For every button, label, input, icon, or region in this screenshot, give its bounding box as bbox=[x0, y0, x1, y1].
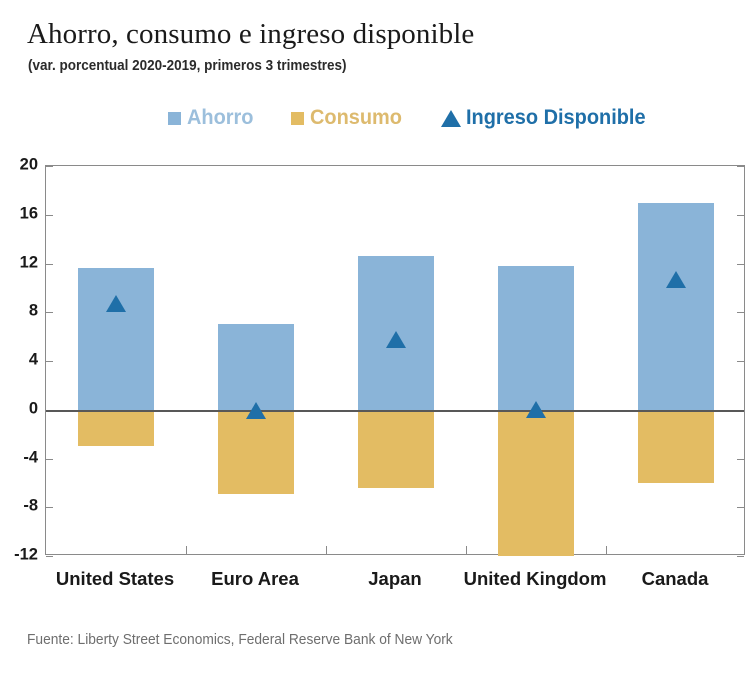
y-axis-tick-label: -12 bbox=[14, 545, 38, 564]
plot-inner bbox=[46, 166, 744, 557]
y-axis-tick bbox=[46, 556, 53, 557]
y-axis-labels: 20 16 12 8 4 0 -4 -8 -12 bbox=[0, 156, 38, 564]
x-axis-tick bbox=[326, 546, 327, 554]
legend-swatch-icon-ahorro bbox=[168, 111, 181, 125]
bar-ahorro bbox=[498, 265, 574, 410]
y-axis-tick bbox=[46, 214, 53, 216]
y-axis-tick bbox=[46, 263, 53, 265]
plot-area bbox=[45, 165, 745, 557]
x-axis-category-label: Euro Area bbox=[211, 568, 299, 589]
y-axis-tick-right bbox=[737, 214, 744, 216]
marker-ingreso-disponible bbox=[106, 295, 126, 313]
y-axis-tick-label: -8 bbox=[23, 496, 38, 515]
legend-label-ahorro: Ahorro bbox=[187, 106, 254, 129]
legend-item-ahorro: Ahorro bbox=[168, 106, 257, 130]
y-axis-tick-label: 8 bbox=[28, 301, 38, 320]
y-axis-tick-label: 12 bbox=[19, 253, 38, 271]
x-axis-category-label: Canada bbox=[641, 568, 709, 589]
bar-ahorro bbox=[218, 324, 294, 410]
y-axis-tick-label: -4 bbox=[23, 448, 38, 466]
x-axis-category-label: United Kingdom bbox=[463, 568, 607, 589]
x-axis-labels: United States Euro Area Japan United Kingdo… bbox=[45, 568, 745, 596]
y-axis-tick bbox=[46, 507, 53, 509]
y-axis-tick-right bbox=[737, 166, 744, 167]
y-axis-tick-right bbox=[737, 263, 744, 265]
y-axis-tick-label: 0 bbox=[28, 399, 38, 418]
x-axis-category-label: Japan bbox=[368, 568, 422, 589]
chart-legend: Ahorro Consumo Ingreso Disponible bbox=[168, 103, 655, 133]
y-axis-tick-label: 4 bbox=[28, 350, 38, 369]
bar-consumo bbox=[78, 409, 154, 447]
bar-consumo bbox=[498, 409, 574, 556]
y-axis-tick bbox=[46, 458, 53, 460]
chart-title: Ahorro, consumo e ingreso disponible bbox=[27, 18, 475, 50]
marker-ingreso-disponible bbox=[386, 330, 406, 348]
marker-ingreso-disponible bbox=[246, 402, 266, 420]
y-axis-tick-label: 16 bbox=[19, 204, 38, 223]
legend-label-ingreso-disponible: Ingreso Disponible bbox=[465, 106, 646, 129]
y-axis-tick-right bbox=[737, 312, 744, 314]
legend-item-consumo: Consumo bbox=[291, 106, 407, 130]
source-note: Fuente: Liberty Street Economics, Federa… bbox=[27, 632, 453, 648]
chart-subtitle: (var. porcentual 2020-2019, primeros 3 t… bbox=[28, 58, 347, 74]
bar-consumo bbox=[218, 409, 294, 494]
x-axis-tick bbox=[466, 546, 467, 554]
zero-baseline bbox=[46, 409, 744, 412]
bar-ahorro bbox=[78, 268, 154, 410]
marker-ingreso-disponible bbox=[526, 401, 546, 419]
legend-triangle-icon-ingreso-disponible bbox=[440, 109, 461, 127]
y-axis-tick-label: 20 bbox=[19, 155, 38, 174]
y-axis-tick-right bbox=[737, 556, 744, 557]
legend-swatch-icon-consumo bbox=[291, 111, 304, 125]
y-axis-tick bbox=[46, 312, 53, 314]
legend-label-consumo: Consumo bbox=[310, 106, 402, 129]
bar-ahorro bbox=[638, 202, 714, 410]
y-axis-tick-right bbox=[737, 458, 744, 460]
y-axis-tick-right bbox=[737, 361, 744, 362]
y-axis-tick bbox=[46, 361, 53, 362]
x-axis-category-label: United States bbox=[55, 568, 175, 589]
legend-item-ingreso-disponible: Ingreso Disponible bbox=[440, 106, 655, 130]
marker-ingreso-disponible bbox=[666, 270, 686, 288]
bar-consumo bbox=[358, 409, 434, 488]
y-axis-tick-right bbox=[737, 507, 744, 509]
bar-consumo bbox=[638, 409, 714, 483]
y-axis-tick bbox=[46, 166, 53, 167]
x-axis-tick bbox=[606, 546, 607, 554]
x-axis-tick bbox=[186, 546, 187, 554]
